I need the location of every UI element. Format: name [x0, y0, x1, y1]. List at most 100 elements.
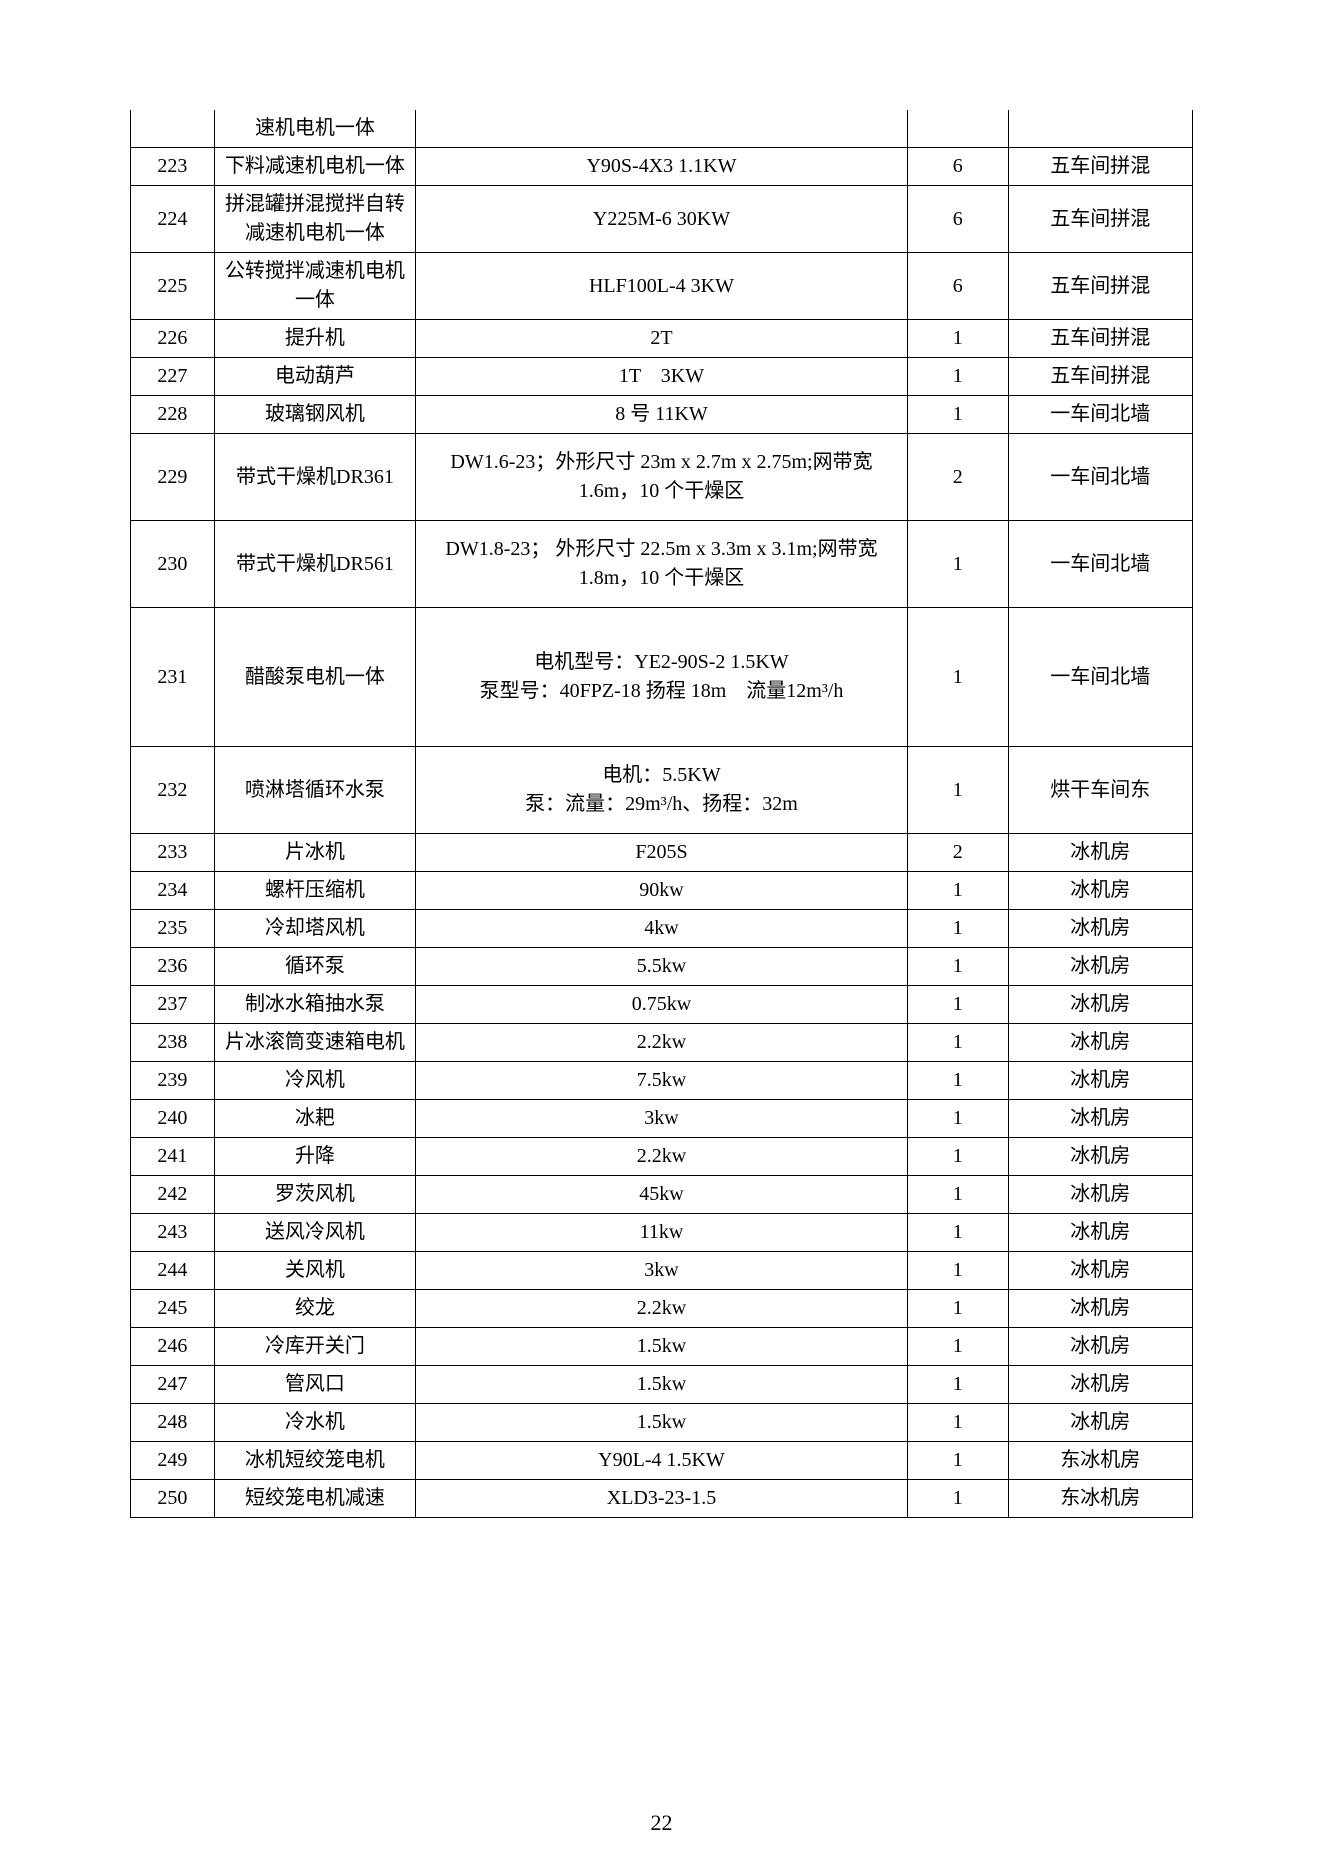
table-cell: 1: [907, 521, 1008, 608]
table-row: 225公转搅拌减速机电机一体HLF100L-4 3KW6五车间拼混: [131, 253, 1193, 320]
table-cell: 一车间北墙: [1008, 434, 1192, 521]
table-cell: 235: [131, 910, 215, 948]
table-row: 234螺杆压缩机90kw1冰机房: [131, 872, 1193, 910]
table-cell: Y225M-6 30KW: [416, 186, 908, 253]
equipment-table: 速机电机一体223下料减速机电机一体Y90S-4X3 1.1KW6五车间拼混22…: [130, 110, 1193, 1518]
table-cell: 2: [907, 434, 1008, 521]
table-cell: 循环泵: [214, 948, 415, 986]
table-cell: Y90S-4X3 1.1KW: [416, 148, 908, 186]
table-cell: 2.2kw: [416, 1024, 908, 1062]
table-cell: 1: [907, 1138, 1008, 1176]
table-cell: 冰机房: [1008, 1100, 1192, 1138]
table-cell: 242: [131, 1176, 215, 1214]
table-cell: 227: [131, 358, 215, 396]
table-cell: 237: [131, 986, 215, 1024]
table-row: 速机电机一体: [131, 110, 1193, 148]
table-cell: 提升机: [214, 320, 415, 358]
table-cell: 1: [907, 1328, 1008, 1366]
table-cell: 五车间拼混: [1008, 148, 1192, 186]
table-row: 238片冰滚筒变速箱电机2.2kw1冰机房: [131, 1024, 1193, 1062]
table-cell: 224: [131, 186, 215, 253]
table-cell: 1: [907, 1176, 1008, 1214]
table-cell: 240: [131, 1100, 215, 1138]
table-cell: 下料减速机电机一体: [214, 148, 415, 186]
table-row: 239冷风机7.5kw1冰机房: [131, 1062, 1193, 1100]
table-cell: 1: [907, 320, 1008, 358]
table-cell: 8 号 11KW: [416, 396, 908, 434]
table-cell: 223: [131, 148, 215, 186]
table-cell: 送风冷风机: [214, 1214, 415, 1252]
table-cell: 五车间拼混: [1008, 320, 1192, 358]
table-cell: 3kw: [416, 1252, 908, 1290]
table-cell: 229: [131, 434, 215, 521]
table-cell: 1: [907, 986, 1008, 1024]
table-cell: XLD3-23-1.5: [416, 1480, 908, 1518]
table-row: 242罗茨风机45kw1冰机房: [131, 1176, 1193, 1214]
table-cell: 244: [131, 1252, 215, 1290]
table-cell: 1: [907, 1252, 1008, 1290]
table-cell: 短绞笼电机减速: [214, 1480, 415, 1518]
table-cell: 230: [131, 521, 215, 608]
table-row: 235冷却塔风机4kw1冰机房: [131, 910, 1193, 948]
table-cell: 247: [131, 1366, 215, 1404]
table-cell: 片冰滚筒变速箱电机: [214, 1024, 415, 1062]
table-cell: 五车间拼混: [1008, 186, 1192, 253]
table-cell: 6: [907, 186, 1008, 253]
table-cell: 公转搅拌减速机电机一体: [214, 253, 415, 320]
table-cell: 冰机房: [1008, 1138, 1192, 1176]
table-cell: 238: [131, 1024, 215, 1062]
table-cell: 241: [131, 1138, 215, 1176]
table-cell: [907, 110, 1008, 148]
table-cell: 冰耙: [214, 1100, 415, 1138]
table-cell: 拼混罐拼混搅拌自转减速机电机一体: [214, 186, 415, 253]
table-cell: 片冰机: [214, 834, 415, 872]
table-cell: 233: [131, 834, 215, 872]
table-cell: 0.75kw: [416, 986, 908, 1024]
table-cell: 1: [907, 1214, 1008, 1252]
table-cell: 245: [131, 1290, 215, 1328]
table-cell: 6: [907, 253, 1008, 320]
table-cell: 玻璃钢风机: [214, 396, 415, 434]
table-cell: 1: [907, 747, 1008, 834]
table-cell: 喷淋塔循环水泵: [214, 747, 415, 834]
table-cell: 冰机房: [1008, 1252, 1192, 1290]
table-cell: 电机：5.5KW泵：流量：29m³/h、扬程：32m: [416, 747, 908, 834]
table-cell: 1: [907, 358, 1008, 396]
table-cell: 249: [131, 1442, 215, 1480]
table-cell: 烘干车间东: [1008, 747, 1192, 834]
table-cell: 电机型号：YE2-90S-2 1.5KW泵型号：40FPZ-18 扬程 18m …: [416, 608, 908, 747]
table-cell: 1.5kw: [416, 1366, 908, 1404]
table-cell: 冰机房: [1008, 948, 1192, 986]
table-cell: 226: [131, 320, 215, 358]
table-cell: 5.5kw: [416, 948, 908, 986]
table-row: 248冷水机1.5kw1冰机房: [131, 1404, 1193, 1442]
table-cell: 1: [907, 910, 1008, 948]
table-cell: 一车间北墙: [1008, 608, 1192, 747]
table-row: 232喷淋塔循环水泵电机：5.5KW泵：流量：29m³/h、扬程：32m1烘干车…: [131, 747, 1193, 834]
table-cell: 4kw: [416, 910, 908, 948]
table-cell: 1: [907, 872, 1008, 910]
table-cell: 6: [907, 148, 1008, 186]
table-row: 233片冰机F205S2冰机房: [131, 834, 1193, 872]
table-cell: 1: [907, 396, 1008, 434]
table-cell: 232: [131, 747, 215, 834]
table-row: 236循环泵5.5kw1冰机房: [131, 948, 1193, 986]
table-row: 226提升机2T1五车间拼混: [131, 320, 1193, 358]
table-cell: [131, 110, 215, 148]
table-cell: 冰机房: [1008, 1290, 1192, 1328]
table-cell: 1T 3KW: [416, 358, 908, 396]
table-cell: 冰机房: [1008, 1214, 1192, 1252]
table-cell: [416, 110, 908, 148]
table-cell: 罗茨风机: [214, 1176, 415, 1214]
table-cell: 升降: [214, 1138, 415, 1176]
table-cell: 冰机房: [1008, 1176, 1192, 1214]
table-cell: 228: [131, 396, 215, 434]
table-row: 246冷库开关门1.5kw1冰机房: [131, 1328, 1193, 1366]
table-row: 244关风机3kw1冰机房: [131, 1252, 1193, 1290]
table-cell: HLF100L-4 3KW: [416, 253, 908, 320]
table-cell: 248: [131, 1404, 215, 1442]
table-cell: 3kw: [416, 1100, 908, 1138]
table-cell: 1: [907, 948, 1008, 986]
table-row: 237制冰水箱抽水泵0.75kw1冰机房: [131, 986, 1193, 1024]
table-cell: 2.2kw: [416, 1290, 908, 1328]
